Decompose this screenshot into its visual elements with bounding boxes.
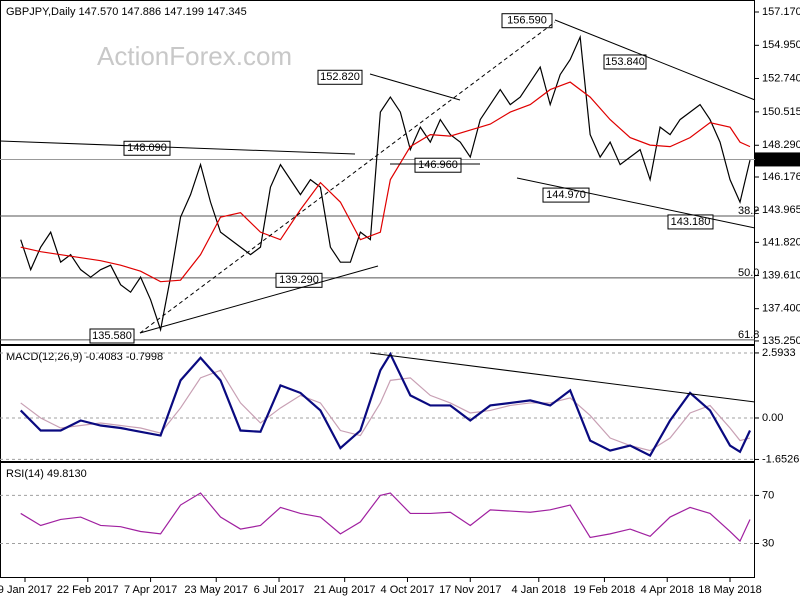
fib-label: 50.0 <box>738 267 759 279</box>
callout-box <box>603 54 647 70</box>
panel-frame <box>0 0 755 345</box>
x-tick-label: 4 Oct 2017 <box>381 584 435 596</box>
trendline <box>554 19 756 101</box>
callout-box <box>89 328 135 344</box>
y-tick-label: 2.5933 <box>762 347 796 359</box>
panel-title: RSI(14) 49.8130 <box>6 468 87 480</box>
x-tick-label: 9 Jan 2017 <box>0 584 52 596</box>
callout-box <box>414 157 462 173</box>
trendlines <box>0 19 756 403</box>
x-tick-label: 22 Feb 2017 <box>57 584 119 596</box>
x-tick-label: 4 Apr 2018 <box>641 584 694 596</box>
trendline <box>516 177 756 229</box>
y-tick-label: 157.170 <box>762 6 800 18</box>
callout-label: 152.820 <box>320 71 360 83</box>
panel-title: GBPJPY,Daily 147.570 147.886 147.199 147… <box>6 6 247 18</box>
x-tick-label: 21 Aug 2017 <box>314 584 376 596</box>
series-line <box>20 34 751 333</box>
y-tick-label: 150.515 <box>762 106 800 118</box>
watermark: ActionForex.com <box>97 41 292 71</box>
y-tick-label: 70 <box>762 489 774 501</box>
y-tick-label: 0.00 <box>762 412 783 424</box>
callout-box <box>317 69 363 85</box>
trendline <box>139 265 379 334</box>
x-tick-label: 7 Apr 2017 <box>124 584 177 596</box>
x-tick-label: 23 May 2017 <box>184 584 248 596</box>
callout-label: 153.840 <box>605 56 645 68</box>
callout-label: 143.180 <box>671 216 711 228</box>
last-price-label: 147.345 <box>759 153 799 165</box>
y-tick-label: 137.400 <box>762 303 800 315</box>
x-tick-label: 19 Feb 2018 <box>574 584 636 596</box>
callout-label: 146.960 <box>418 159 458 171</box>
series-line <box>20 81 751 283</box>
x-tick-label: 18 May 2018 <box>698 584 762 596</box>
x-tick-label: 17 Nov 2017 <box>439 584 501 596</box>
series-line <box>20 492 751 543</box>
x-tick-label: 4 Jan 2018 <box>512 584 566 596</box>
y-tick-label: 30 <box>762 537 774 549</box>
y-tick-label: 143.965 <box>762 204 800 216</box>
y-tick-label: -1.6526 <box>762 453 799 465</box>
trendline <box>0 140 356 155</box>
trendline <box>369 73 461 101</box>
last-price-box <box>755 152 800 167</box>
y-tick-label: 146.176 <box>762 171 800 183</box>
y-tick-label: 141.820 <box>762 236 800 248</box>
callout-box <box>123 140 171 156</box>
fib-label: 38.2 <box>738 205 759 217</box>
callout-label: 139.290 <box>279 274 319 286</box>
fib-label: 61.8 <box>738 329 759 341</box>
callout-label: 156.590 <box>507 15 547 27</box>
panel-frame <box>0 462 755 578</box>
callout-label: 148.090 <box>127 142 167 154</box>
y-tick-label: 154.950 <box>762 39 800 51</box>
callout-box <box>501 13 553 29</box>
y-tick-label: 139.610 <box>762 269 800 281</box>
series-line <box>19 351 751 458</box>
trendline <box>369 352 756 403</box>
y-tick-label: 135.250 <box>762 335 800 347</box>
panel-frame <box>0 345 755 462</box>
x-tick-label: 6 Jul 2017 <box>254 584 305 596</box>
series-line <box>20 369 751 452</box>
trendline <box>139 21 556 334</box>
callout-box <box>275 272 323 288</box>
callout-label: 135.580 <box>92 330 132 342</box>
panel-title: MACD(12,26,9) -0.4083 -0.7998 <box>6 351 163 363</box>
y-tick-label: 152.740 <box>762 72 800 84</box>
y-tick-label: 148.290 <box>762 139 800 151</box>
callout-label: 144.970 <box>546 189 586 201</box>
